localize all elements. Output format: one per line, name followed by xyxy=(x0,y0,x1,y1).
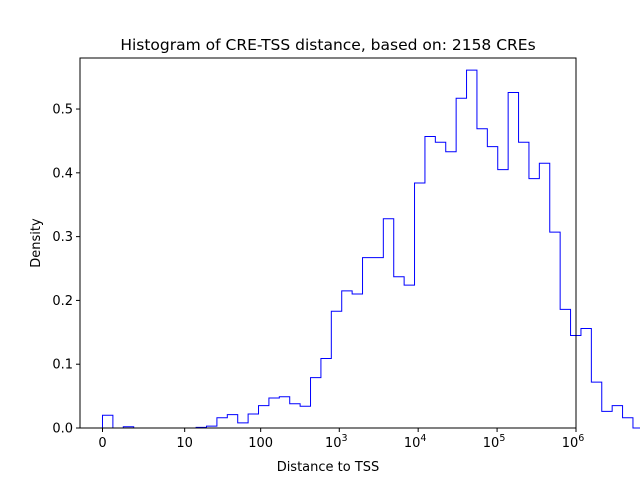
histogram-bin xyxy=(217,418,227,428)
histogram-bin xyxy=(560,309,570,428)
y-axis: 0.0 0.1 0.2 0.3 0.4 0.5 xyxy=(52,103,80,437)
histogram-bin xyxy=(311,378,321,428)
histogram-bin xyxy=(331,311,341,428)
histogram-bin xyxy=(467,70,477,428)
histogram-bin xyxy=(602,411,612,428)
x-tick-label: 106 xyxy=(562,433,585,451)
histogram-bin xyxy=(508,92,518,428)
histogram-bin xyxy=(321,358,331,428)
histogram-bin xyxy=(238,423,248,428)
histogram-bin xyxy=(477,129,487,428)
histogram-bin xyxy=(612,406,622,428)
histogram-bin xyxy=(102,415,112,428)
histogram-bin xyxy=(425,136,435,428)
histogram-bin xyxy=(415,183,425,428)
y-tick-label: 0.5 xyxy=(52,103,73,118)
x-axis: 0 10 100 103 104 105 106 xyxy=(98,428,584,451)
x-tick-label: 0 xyxy=(98,436,106,451)
histogram-bin xyxy=(342,291,352,428)
histogram-bin xyxy=(581,328,591,428)
histogram-bin xyxy=(487,147,497,428)
histogram-bin xyxy=(623,418,633,428)
histogram-bin xyxy=(352,294,362,428)
histogram-bin xyxy=(529,179,539,428)
y-tick-label: 0.2 xyxy=(52,294,73,309)
plot-frame xyxy=(79,57,577,429)
histogram-bin xyxy=(404,285,414,428)
histogram-bin xyxy=(550,232,560,428)
histogram-bin xyxy=(259,406,269,428)
histogram-bin xyxy=(248,414,258,428)
x-tick-label: 100 xyxy=(248,436,273,451)
chart-title: Histogram of CRE-TSS distance, based on:… xyxy=(120,36,535,54)
histogram-bin xyxy=(591,382,601,428)
histogram-bin xyxy=(300,406,310,428)
x-axis-label: Distance to TSS xyxy=(277,460,380,475)
histogram-bin xyxy=(498,170,508,428)
histogram-bin xyxy=(539,163,549,428)
histogram-bin xyxy=(373,258,383,428)
histogram-bin xyxy=(383,219,393,428)
x-tick-label: 104 xyxy=(404,433,427,451)
histogram-bin xyxy=(363,258,373,428)
y-tick-label: 0.4 xyxy=(52,166,73,181)
histogram-bin xyxy=(394,277,404,428)
histogram-bin xyxy=(227,415,237,428)
histogram-outline xyxy=(101,69,640,429)
y-tick-label: 0.0 xyxy=(52,422,73,437)
y-tick-label: 0.3 xyxy=(52,230,73,245)
histogram-bin xyxy=(290,404,300,428)
x-tick-label: 105 xyxy=(483,433,506,451)
plot-area xyxy=(101,69,640,429)
histogram-bin xyxy=(279,397,289,428)
histogram-bin xyxy=(435,142,445,428)
y-axis-label: Density xyxy=(29,218,44,268)
histogram-bin xyxy=(446,152,456,428)
histogram-bin xyxy=(519,142,529,428)
histogram-bin xyxy=(269,398,279,428)
histogram-bin xyxy=(456,98,466,428)
x-tick-label: 103 xyxy=(325,433,348,451)
x-tick-label: 10 xyxy=(176,436,193,451)
y-tick-label: 0.1 xyxy=(52,358,73,373)
